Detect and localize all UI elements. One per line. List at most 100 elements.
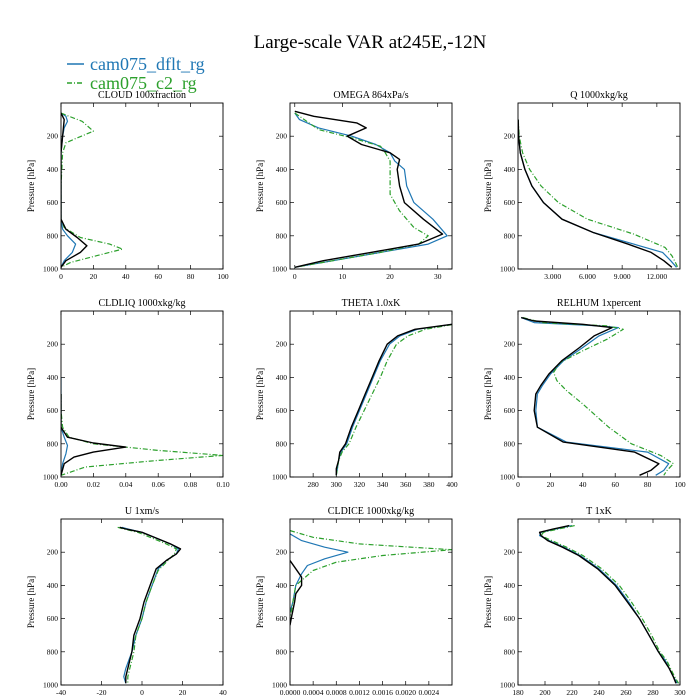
series-line-dflt xyxy=(290,533,349,613)
series-line-obs xyxy=(538,524,677,684)
series-line-c2 xyxy=(294,112,429,268)
panel-title: CLOUD 100xfraction xyxy=(98,90,186,101)
y-tick-label: 200 xyxy=(47,132,59,141)
series-line-dflt xyxy=(61,112,77,268)
x-tick-label: 0 xyxy=(59,272,63,281)
y-tick-label: 1000 xyxy=(43,265,58,274)
x-tick-label: 20 xyxy=(179,688,187,697)
panel-title: THETA 1.0xK xyxy=(342,298,401,309)
x-tick-label: 100 xyxy=(217,272,229,281)
series-line-obs xyxy=(518,119,673,268)
x-tick-label: 60 xyxy=(611,480,619,489)
x-tick-label: 0.10 xyxy=(216,480,229,489)
series-group xyxy=(520,316,675,476)
y-tick-label: 200 xyxy=(276,132,288,141)
y-tick-label: 1000 xyxy=(43,473,58,482)
series-line-c2 xyxy=(522,317,675,476)
series-group xyxy=(335,323,452,476)
x-tick-label: 80 xyxy=(644,480,652,489)
series-line-c2 xyxy=(117,526,177,684)
series-line-obs xyxy=(521,316,660,476)
y-tick-label: 600 xyxy=(47,198,59,207)
panel-title: Q 1000xkg/kg xyxy=(570,90,628,101)
x-tick-label: 260 xyxy=(620,688,632,697)
y-axis-label: Pressure [hPa] xyxy=(255,576,265,628)
y-tick-label: 400 xyxy=(276,581,288,590)
series-line-c2 xyxy=(61,112,124,268)
x-tick-label: 180 xyxy=(512,688,524,697)
x-tick-label: 400 xyxy=(446,480,458,489)
plot-frame xyxy=(517,310,681,478)
x-tick-label: 0 xyxy=(516,480,520,489)
x-tick-label: 40 xyxy=(122,272,130,281)
series-group xyxy=(61,377,223,476)
x-tick-label: 30 xyxy=(434,272,442,281)
series-group xyxy=(294,110,448,268)
y-tick-label: 1000 xyxy=(500,265,515,274)
x-tick-label: 20 xyxy=(547,480,555,489)
series-line-dflt xyxy=(335,323,452,476)
panel-title: T 1xK xyxy=(586,506,612,517)
y-tick-label: 200 xyxy=(276,340,288,349)
x-tick-label: 200 xyxy=(539,688,551,697)
panel-title: U 1xm/s xyxy=(125,506,159,517)
y-tick-label: 400 xyxy=(47,165,59,174)
y-tick-label: 800 xyxy=(47,231,59,240)
series-group xyxy=(518,119,679,268)
y-tick-label: 800 xyxy=(276,439,288,448)
y-tick-label: 600 xyxy=(47,614,59,623)
series-line-c2 xyxy=(61,394,223,476)
series-group xyxy=(61,112,124,268)
x-tick-label: 0.0004 xyxy=(303,688,324,697)
y-axis-label: Pressure [hPa] xyxy=(26,576,36,628)
plot-frame xyxy=(60,310,224,478)
y-tick-label: 400 xyxy=(47,373,59,382)
series-line-obs xyxy=(335,323,452,476)
x-tick-label: 60 xyxy=(154,272,162,281)
x-tick-label: 80 xyxy=(187,272,195,281)
legend: cam075_dflt_rg cam075_c2_rg xyxy=(67,54,205,93)
x-tick-label: 9.000 xyxy=(614,272,631,281)
x-tick-label: 280 xyxy=(647,688,659,697)
y-tick-label: 200 xyxy=(47,340,59,349)
y-tick-label: 200 xyxy=(47,548,59,557)
y-tick-label: 600 xyxy=(504,406,516,415)
plot-frame xyxy=(517,102,681,270)
series-group xyxy=(538,524,680,684)
x-tick-label: 12.000 xyxy=(647,272,668,281)
x-tick-label: 0.0008 xyxy=(326,688,347,697)
y-axis-label: Pressure [hPa] xyxy=(483,368,493,420)
y-axis-label: Pressure [hPa] xyxy=(26,368,36,420)
x-tick-label: 380 xyxy=(423,480,435,489)
series-line-c2 xyxy=(335,324,452,476)
series-line-obs xyxy=(290,560,303,626)
x-tick-label: 0.0016 xyxy=(372,688,393,697)
y-tick-label: 600 xyxy=(276,406,288,415)
y-tick-label: 400 xyxy=(276,165,288,174)
y-tick-label: 400 xyxy=(276,373,288,382)
chart-panel-2: Q 1000xkg/kg Pressure [hPa] 200 400 600 800 10… xyxy=(483,90,681,281)
x-tick-label: -40 xyxy=(56,688,66,697)
x-tick-label: 100 xyxy=(674,480,686,489)
x-tick-label: 20 xyxy=(386,272,394,281)
x-tick-label: 240 xyxy=(593,688,605,697)
chart-panel-4: THETA 1.0xK Pressure [hPa] 200 400 600 800 100… xyxy=(255,298,458,489)
panel-title: CLDLIQ 1000xkg/kg xyxy=(99,298,186,309)
y-tick-label: 600 xyxy=(276,198,288,207)
y-axis-label: Pressure [hPa] xyxy=(483,160,493,212)
y-axis-label: Pressure [hPa] xyxy=(255,160,265,212)
chart-panel-3: CLDLIQ 1000xkg/kg Pressure [hPa] 200 400 600… xyxy=(26,298,230,489)
x-tick-label: 6.000 xyxy=(579,272,596,281)
y-tick-label: 1000 xyxy=(272,473,287,482)
x-tick-label: 0.0024 xyxy=(419,688,440,697)
legend-label-dflt: cam075_dflt_rg xyxy=(90,54,205,74)
plot-frame xyxy=(60,518,224,686)
x-tick-label: 0.0020 xyxy=(395,688,416,697)
y-tick-label: 400 xyxy=(504,581,516,590)
series-line-dflt xyxy=(294,112,448,268)
plot-frame xyxy=(289,310,453,478)
